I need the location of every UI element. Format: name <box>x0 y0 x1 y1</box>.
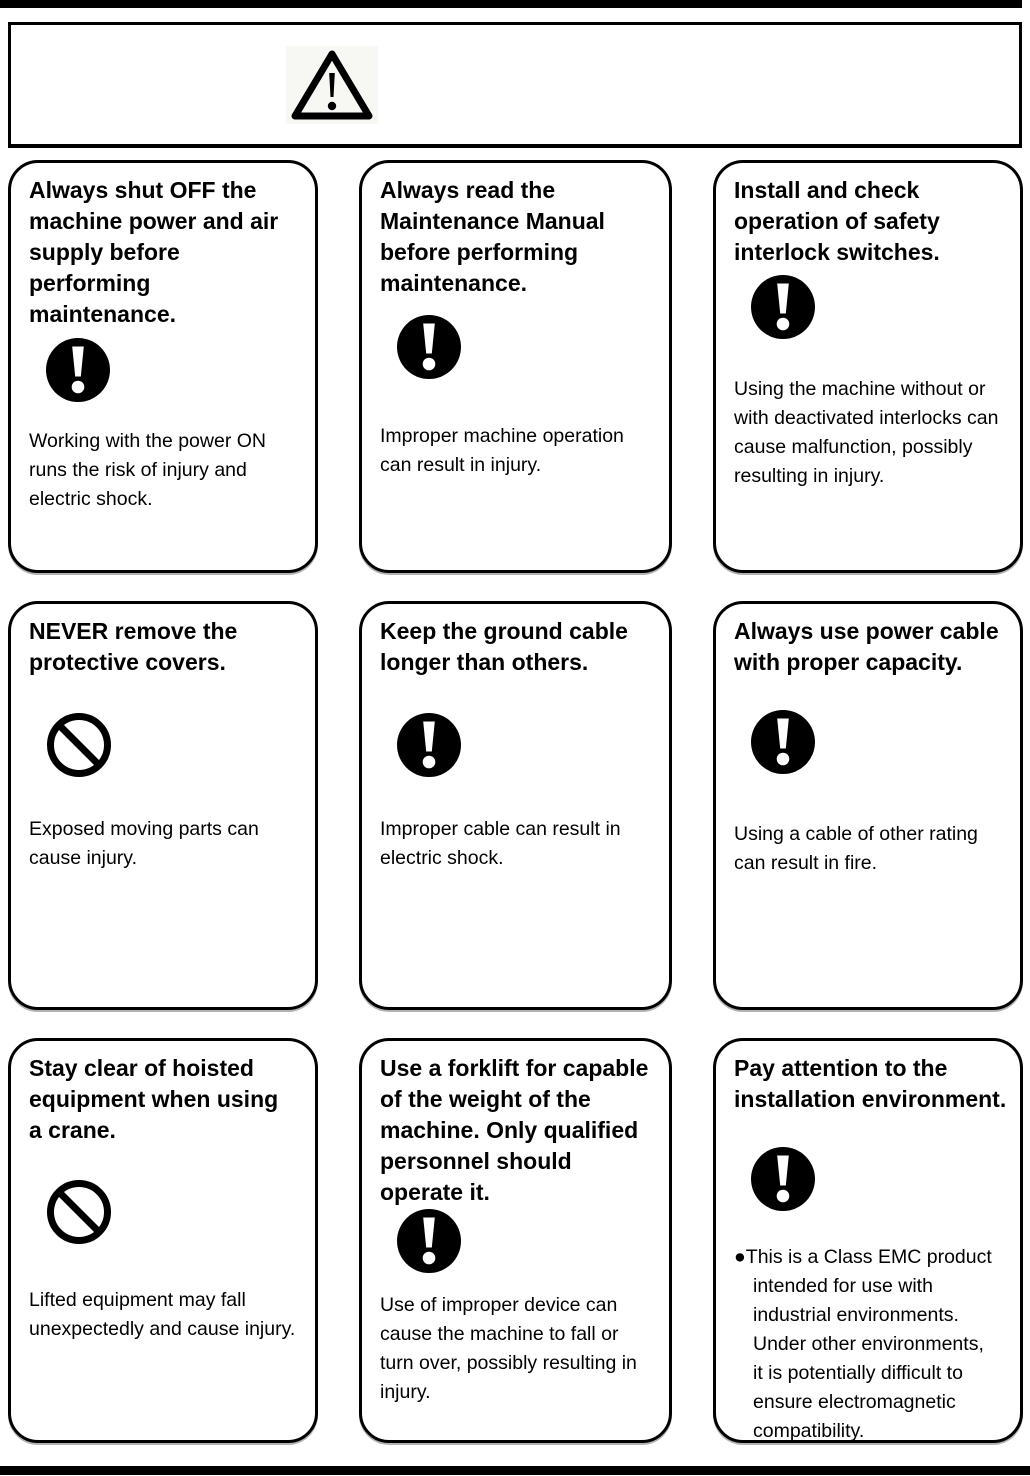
card-protective-covers: NEVER remove the protective covers. Expo… <box>8 601 318 1010</box>
mandatory-action-icon <box>751 710 817 776</box>
card-shut-off-power: Always shut OFF the machine power and ai… <box>8 160 318 573</box>
card-ground-cable: Keep the ground cable longer than others… <box>359 601 672 1010</box>
card-body-text: Improper machine operation can result in… <box>380 425 624 476</box>
caution-header-box <box>8 22 1022 148</box>
mandatory-action-icon <box>397 315 463 381</box>
prohibition-icon <box>46 1179 112 1245</box>
card-body-text: Improper cable can result in electric sh… <box>380 818 621 869</box>
top-border-bar <box>0 0 1022 8</box>
card-body-text: Working with the power ON runs the risk … <box>29 430 266 510</box>
card-installation-environment: Pay attention to the installation enviro… <box>713 1038 1023 1443</box>
card-interlock-switches: Install and check operation of safety in… <box>713 160 1023 573</box>
prohibition-icon <box>46 712 112 778</box>
card-title: NEVER remove the protective covers. <box>29 618 238 675</box>
card-title: Always shut OFF the machine power and ai… <box>29 177 279 327</box>
card-title: Install and check operation of safety in… <box>734 177 940 265</box>
card-power-cable-capacity: Always use power cable with proper capac… <box>713 601 1023 1010</box>
card-title: Always read the Maintenance Manual befor… <box>380 177 605 296</box>
bottom-border-bar <box>0 1466 1030 1475</box>
card-forklift: Use a forklift for capable of the weight… <box>359 1038 672 1443</box>
card-read-manual: Always read the Maintenance Manual befor… <box>359 160 672 573</box>
card-title: Stay clear of hoisted equipment when usi… <box>29 1055 279 1143</box>
card-body-text: Exposed moving parts can cause injury. <box>29 818 259 869</box>
mandatory-action-icon <box>751 1147 817 1213</box>
card-hoisted-equipment: Stay clear of hoisted equipment when usi… <box>8 1038 318 1443</box>
card-title: Use a forklift for capable of the weight… <box>380 1055 649 1205</box>
card-body-text: Lifted equipment may fall unexpectedly a… <box>29 1289 296 1340</box>
warning-triangle-icon <box>286 46 378 124</box>
card-title: Keep the ground cable longer than others… <box>380 618 628 675</box>
card-title: Pay attention to the installation enviro… <box>734 1055 1007 1112</box>
safety-cards-grid: Always shut OFF the machine power and ai… <box>8 160 1023 1443</box>
mandatory-action-icon <box>46 338 112 404</box>
card-body-text: Use of improper device can cause the mac… <box>380 1294 637 1403</box>
card-body-text: ●This is a Class EMC product intended fo… <box>734 1246 992 1442</box>
mandatory-action-icon <box>397 1209 463 1275</box>
mandatory-action-icon <box>397 713 463 779</box>
mandatory-action-icon <box>751 275 817 341</box>
card-title: Always use power cable with proper capac… <box>734 618 999 675</box>
card-body-text: Using a cable of other rating can result… <box>734 823 978 874</box>
card-body-text: Using the machine without or with deacti… <box>734 378 999 487</box>
